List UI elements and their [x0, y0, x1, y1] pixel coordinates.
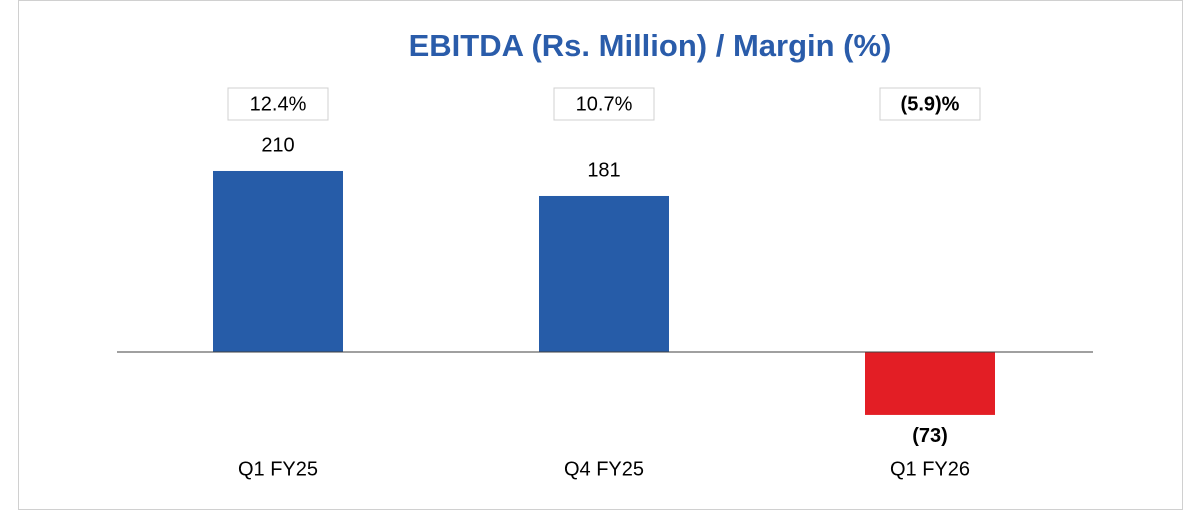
value-label: 210 [261, 134, 294, 156]
margin-label: (5.9)% [901, 93, 960, 115]
margin-box [879, 87, 981, 121]
margin-box [553, 87, 655, 121]
x-tick-label: Q1 FY25 [238, 458, 318, 480]
chart-title: EBITDA (Rs. Million) / Margin (%) [409, 28, 892, 63]
margin-box [227, 87, 329, 121]
value-label: 181 [587, 159, 620, 181]
bar [213, 170, 343, 352]
x-tick-label: Q4 FY25 [564, 458, 644, 480]
bar [539, 195, 669, 352]
margin-label: 12.4% [250, 93, 307, 115]
margin-label: 10.7% [576, 93, 633, 115]
x-tick-label: Q1 FY26 [890, 458, 970, 480]
bar [865, 352, 995, 415]
value-label: (73) [912, 425, 948, 447]
